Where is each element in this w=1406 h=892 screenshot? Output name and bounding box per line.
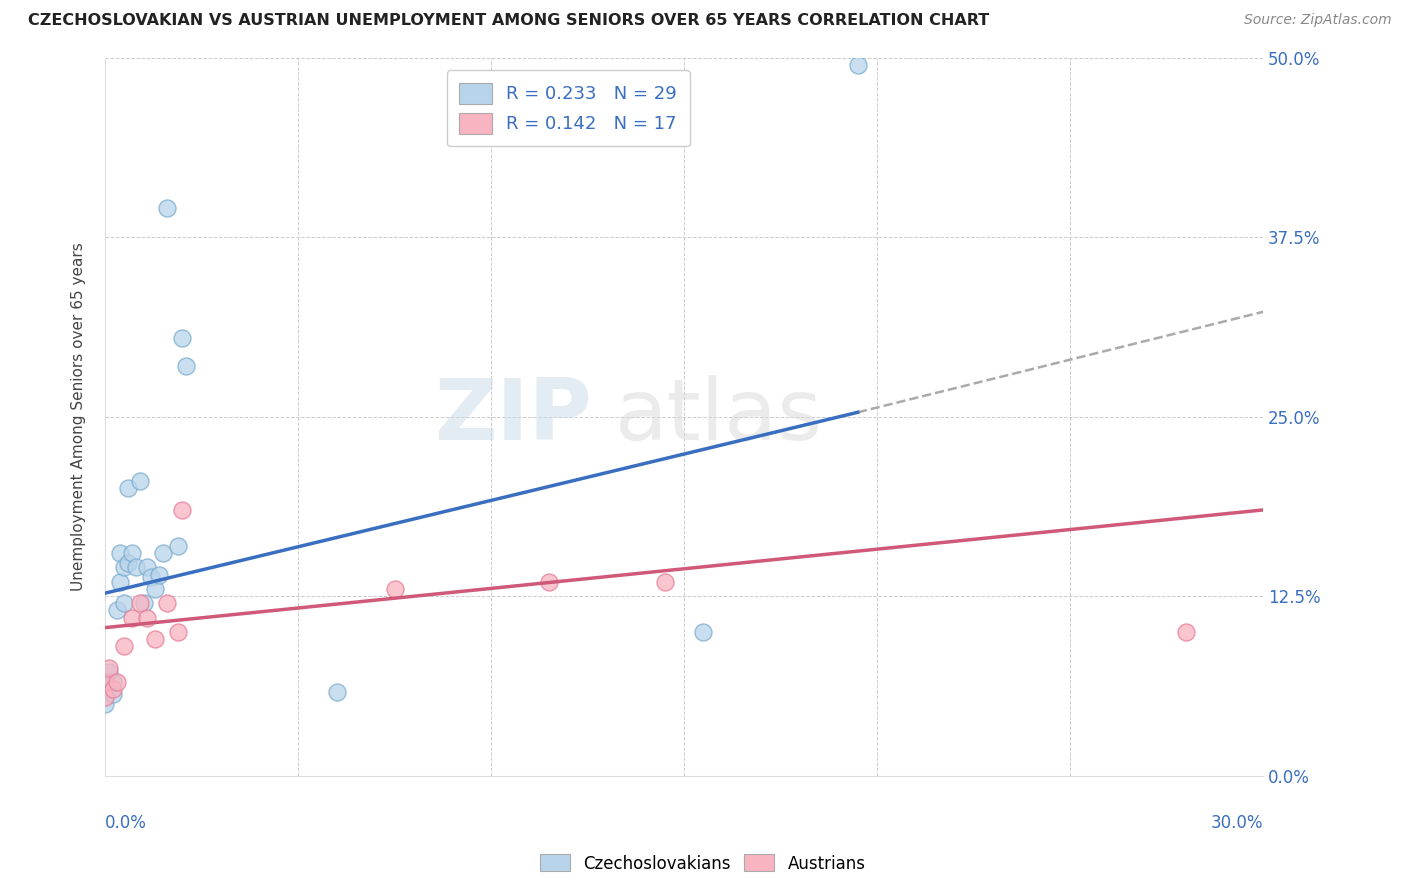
- Point: [167, 539, 190, 553]
- Point: [112, 640, 135, 654]
- Point: [1175, 624, 1198, 639]
- Text: 0.0%: 0.0%: [105, 814, 146, 832]
- Point: [132, 596, 155, 610]
- Point: [537, 574, 560, 589]
- Point: [121, 546, 143, 560]
- Point: [97, 682, 120, 697]
- Point: [136, 560, 159, 574]
- Point: [172, 503, 194, 517]
- Point: [94, 675, 117, 690]
- Point: [112, 596, 135, 610]
- Point: [174, 359, 197, 374]
- Point: [156, 202, 179, 216]
- Legend: Czechoslovakians, Austrians: Czechoslovakians, Austrians: [534, 847, 872, 880]
- Point: [117, 482, 139, 496]
- Point: [384, 582, 406, 596]
- Point: [94, 690, 117, 704]
- Point: [156, 596, 179, 610]
- Point: [117, 556, 139, 570]
- Point: [141, 570, 163, 584]
- Point: [136, 610, 159, 624]
- Point: [128, 596, 150, 610]
- Point: [143, 582, 166, 596]
- Point: [172, 331, 194, 345]
- Point: [846, 58, 869, 72]
- Text: ZIP: ZIP: [433, 376, 592, 458]
- Text: Source: ZipAtlas.com: Source: ZipAtlas.com: [1244, 13, 1392, 28]
- Point: [94, 675, 117, 690]
- Text: 30.0%: 30.0%: [1211, 814, 1263, 832]
- Text: atlas: atlas: [614, 376, 823, 458]
- Point: [101, 675, 124, 690]
- Point: [101, 687, 124, 701]
- Legend: R = 0.233   N = 29, R = 0.142   N = 17: R = 0.233 N = 29, R = 0.142 N = 17: [447, 70, 690, 146]
- Text: CZECHOSLOVAKIAN VS AUSTRIAN UNEMPLOYMENT AMONG SENIORS OVER 65 YEARS CORRELATION: CZECHOSLOVAKIAN VS AUSTRIAN UNEMPLOYMENT…: [28, 13, 990, 29]
- Point: [148, 567, 170, 582]
- Point: [101, 682, 124, 697]
- Point: [128, 474, 150, 488]
- Point: [692, 624, 714, 639]
- Point: [94, 697, 117, 711]
- Point: [110, 574, 132, 589]
- Point: [325, 685, 347, 699]
- Point: [110, 546, 132, 560]
- Point: [112, 560, 135, 574]
- Point: [152, 546, 174, 560]
- Point: [105, 675, 128, 690]
- Point: [105, 603, 128, 617]
- Point: [97, 661, 120, 675]
- Y-axis label: Unemployment Among Seniors over 65 years: Unemployment Among Seniors over 65 years: [72, 243, 86, 591]
- Point: [125, 560, 148, 574]
- Point: [121, 610, 143, 624]
- Point: [654, 574, 676, 589]
- Point: [167, 624, 190, 639]
- Point: [143, 632, 166, 647]
- Point: [97, 665, 120, 680]
